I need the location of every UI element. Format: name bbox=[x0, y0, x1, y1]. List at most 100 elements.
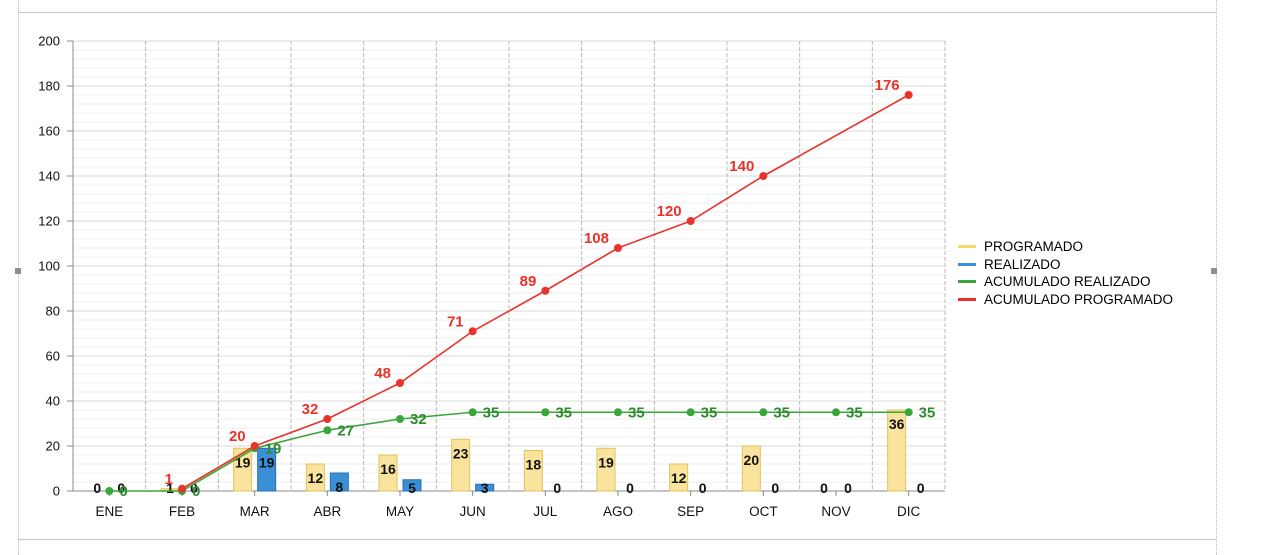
line-value-label: 108 bbox=[584, 230, 609, 247]
bar-value-label: 12 bbox=[308, 470, 324, 486]
legend-swatch bbox=[958, 297, 976, 301]
line-value-label: 32 bbox=[410, 411, 427, 428]
series-point bbox=[468, 327, 477, 336]
legend-label: ACUMULADO PROGRAMADO bbox=[984, 291, 1174, 307]
line-value-label: 35 bbox=[555, 404, 572, 421]
bar bbox=[402, 479, 422, 492]
series-point bbox=[832, 408, 840, 417]
line-value-label: 1 bbox=[165, 471, 173, 488]
x-tick-label: MAY bbox=[386, 504, 414, 519]
bar-value-label: 18 bbox=[526, 457, 542, 473]
line-value-label: 35 bbox=[919, 404, 936, 421]
x-tick-label: DIC bbox=[897, 504, 921, 519]
line-value-label: 35 bbox=[628, 404, 645, 421]
line-value-label: 35 bbox=[701, 404, 718, 421]
x-tick-label: JUL bbox=[533, 504, 557, 519]
legend-item-realizado[interactable]: REALIZADO bbox=[958, 256, 1173, 274]
series-point bbox=[759, 172, 768, 180]
bar-value-label: 0 bbox=[917, 480, 925, 496]
bar bbox=[741, 445, 761, 492]
bar-value-label: 0 bbox=[771, 480, 779, 496]
bar bbox=[257, 447, 277, 492]
y-tick-label: 80 bbox=[46, 304, 60, 319]
legend-item-acumulado-programado[interactable]: ACUMULADO PROGRAMADO bbox=[958, 291, 1173, 309]
line-value-label: 35 bbox=[773, 404, 790, 421]
line-value-label: 71 bbox=[447, 313, 464, 330]
bar bbox=[233, 447, 253, 492]
line-value-label: 20 bbox=[229, 428, 246, 445]
bar bbox=[329, 472, 349, 492]
y-tick-label: 120 bbox=[38, 214, 60, 229]
chart-legend: PROGRAMADO REALIZADO ACUMULADO REALIZADO… bbox=[958, 238, 1173, 308]
bar-value-label: 0 bbox=[190, 480, 198, 496]
frame-right-border bbox=[1216, 0, 1217, 555]
legend-label: ACUMULADO REALIZADO bbox=[984, 274, 1151, 290]
frame-left-border bbox=[18, 0, 19, 555]
bar-value-label: 1 bbox=[166, 480, 174, 496]
series-line bbox=[109, 411, 909, 492]
x-tick-label: JUN bbox=[460, 504, 486, 519]
line-value-label: 176 bbox=[875, 77, 900, 94]
bar bbox=[378, 454, 398, 492]
resize-handle-right[interactable] bbox=[1211, 268, 1217, 274]
bar-value-label: 19 bbox=[598, 454, 614, 470]
y-tick-label: 40 bbox=[46, 394, 60, 409]
legend-swatch bbox=[958, 262, 976, 266]
line-value-label: 19 bbox=[265, 440, 282, 457]
legend-swatch bbox=[958, 280, 976, 284]
bar bbox=[475, 483, 495, 492]
series-point bbox=[614, 408, 622, 417]
bar-value-label: 36 bbox=[889, 416, 905, 432]
y-tick-label: 140 bbox=[38, 169, 60, 184]
bar-value-label: 23 bbox=[453, 445, 469, 461]
bar bbox=[305, 463, 325, 492]
x-tick-label: SEP bbox=[677, 504, 704, 519]
legend-swatch bbox=[958, 245, 976, 249]
x-tick-label: OCT bbox=[749, 504, 778, 519]
line-value-label: 89 bbox=[520, 273, 537, 290]
line-value-label: 32 bbox=[302, 401, 319, 418]
bar-value-label: 0 bbox=[699, 480, 707, 496]
bar bbox=[523, 450, 543, 492]
bar-value-label: 0 bbox=[626, 480, 634, 496]
x-tick-label: NOV bbox=[821, 504, 850, 519]
bar bbox=[669, 463, 689, 492]
y-tick-label: 20 bbox=[46, 439, 60, 454]
bar-value-label: 0 bbox=[844, 480, 852, 496]
series-point bbox=[105, 487, 114, 495]
x-tick-label: ABR bbox=[313, 504, 341, 519]
line-value-label: 48 bbox=[374, 365, 391, 382]
bar-value-label: 20 bbox=[744, 452, 760, 468]
series-point bbox=[541, 286, 550, 295]
legend-label: REALIZADO bbox=[984, 256, 1061, 272]
bar-value-label: 12 bbox=[671, 470, 687, 486]
bar-value-label: 8 bbox=[335, 479, 343, 495]
x-tick-label: MAR bbox=[240, 504, 270, 519]
bar-value-label: 0 bbox=[553, 480, 561, 496]
series-point bbox=[904, 408, 913, 417]
y-tick-label: 100 bbox=[38, 259, 60, 274]
frame-bottom-border bbox=[18, 539, 1216, 540]
bar bbox=[596, 447, 616, 492]
series-point bbox=[468, 408, 477, 417]
bar bbox=[451, 438, 471, 492]
resize-handle-left[interactable] bbox=[15, 268, 21, 274]
legend-item-acumulado-realizado[interactable]: ACUMULADO REALIZADO bbox=[958, 273, 1173, 291]
bar-value-label: 0 bbox=[93, 480, 101, 496]
series-point bbox=[396, 415, 404, 423]
series-point bbox=[541, 408, 550, 417]
series-point bbox=[396, 379, 404, 387]
line-value-label: 0 bbox=[192, 483, 200, 500]
frame-top-border bbox=[18, 12, 1216, 13]
bar bbox=[887, 409, 907, 492]
y-tick-label: 180 bbox=[38, 79, 60, 94]
bar-value-label: 16 bbox=[380, 461, 396, 477]
y-tick-label: 200 bbox=[38, 34, 60, 49]
x-tick-label: AGO bbox=[603, 504, 633, 519]
bar-value-label: 0 bbox=[820, 480, 828, 496]
legend-item-programado[interactable]: PROGRAMADO bbox=[958, 238, 1173, 256]
line-value-label: 35 bbox=[483, 404, 500, 421]
series-point bbox=[323, 426, 332, 435]
series-point bbox=[686, 217, 695, 225]
y-tick-label: 0 bbox=[53, 484, 60, 499]
